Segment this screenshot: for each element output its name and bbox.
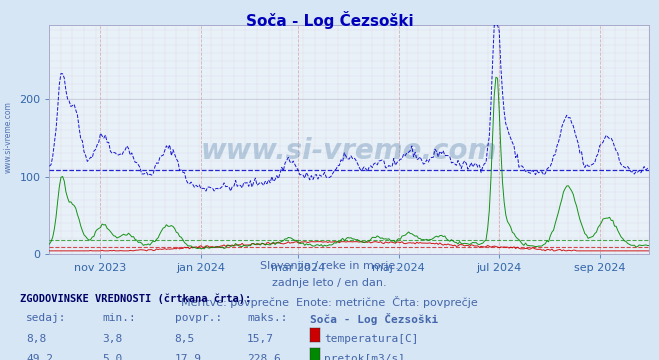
Text: 17,9: 17,9 — [175, 354, 202, 360]
Text: 5,0: 5,0 — [102, 354, 123, 360]
Text: maks.:: maks.: — [247, 313, 287, 323]
Text: Meritve: povprečne  Enote: metrične  Črta: povprečje: Meritve: povprečne Enote: metrične Črta:… — [181, 296, 478, 307]
Text: temperatura[C]: temperatura[C] — [324, 334, 418, 344]
Text: pretok[m3/s]: pretok[m3/s] — [324, 354, 405, 360]
Text: Soča - Log Čezsoški: Soča - Log Čezsoški — [246, 11, 413, 29]
Text: Slovenija / reke in morje.: Slovenija / reke in morje. — [260, 261, 399, 271]
Text: Soča - Log Čezsoški: Soča - Log Čezsoški — [310, 313, 438, 325]
Text: 3,8: 3,8 — [102, 334, 123, 344]
Text: povpr.:: povpr.: — [175, 313, 222, 323]
Text: www.si-vreme.com: www.si-vreme.com — [201, 137, 498, 165]
Text: 8,5: 8,5 — [175, 334, 195, 344]
Text: zadnje leto / en dan.: zadnje leto / en dan. — [272, 278, 387, 288]
Text: 49,2: 49,2 — [26, 354, 53, 360]
Text: sedaj:: sedaj: — [26, 313, 67, 323]
Text: 228,6: 228,6 — [247, 354, 281, 360]
Text: min.:: min.: — [102, 313, 136, 323]
Text: 15,7: 15,7 — [247, 334, 274, 344]
Text: 8,8: 8,8 — [26, 334, 47, 344]
Text: www.si-vreme.com: www.si-vreme.com — [3, 101, 13, 173]
Text: ZGODOVINSKE VREDNOSTI (črtkana črta):: ZGODOVINSKE VREDNOSTI (črtkana črta): — [20, 293, 251, 304]
